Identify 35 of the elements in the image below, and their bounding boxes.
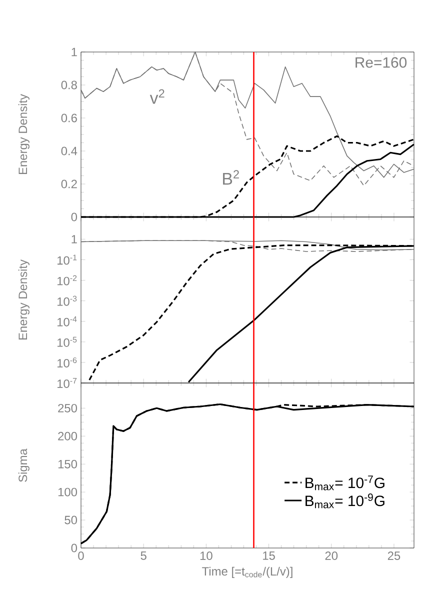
x-tick-label: 15 [263,552,275,560]
y-tick-label: 10$^{-7}$ [58,378,77,388]
legend-label: B$_{max}$= 10$^{-7}$G [306,476,384,490]
y-tick-label: 10$^{-5}$ [58,336,77,347]
y-tick-label: 50 [64,516,78,524]
y-axis-title: Energy Density [18,260,30,340]
y-tick-label: 200 [58,432,78,440]
y-tick-label: 0.6 [61,114,77,122]
annotation: B$^{2}$ [223,170,239,185]
y-tick-label: 10$^{-1}$ [58,254,77,265]
x-tick-label: 0 [78,552,84,560]
annotation: v$^{2}$ [150,89,164,104]
x-tick-label: 20 [325,552,338,560]
y-tick-label: 250 [58,404,78,412]
y-tick-label: 10$^{-6}$ [58,357,77,368]
y-tick-label: 0.8 [61,80,77,90]
y-tick-label: 1 [72,48,77,56]
y-axis-title: Sigma [18,448,30,482]
y-tick-label: 10$^{-3}$ [58,296,77,306]
y-tick-label: 0 [71,212,78,222]
y-tick-label: 10$^{-2}$ [58,275,77,286]
annotation: Re=160 [356,57,407,68]
x-axis-title: Time [=t$_{code}$/(L/v)] [202,566,292,578]
y-tick-label: 100 [58,488,78,496]
y-axis-title: Energy Density [18,94,30,174]
y-tick-label: 10$^{-4}$ [58,316,77,326]
x-tick-label: 5 [140,552,146,560]
legend-label: B$_{max}$= 10$^{-9}$G [306,494,384,508]
y-tick-label: 0 [71,544,78,552]
y-tick-label: 0.4 [61,146,78,156]
x-tick-label: 10 [200,552,212,560]
y-tick-label: 150 [58,460,78,468]
y-tick-label: 1 [72,235,77,244]
x-tick-label: 25 [388,552,400,560]
y-tick-label: 0.2 [61,180,77,188]
